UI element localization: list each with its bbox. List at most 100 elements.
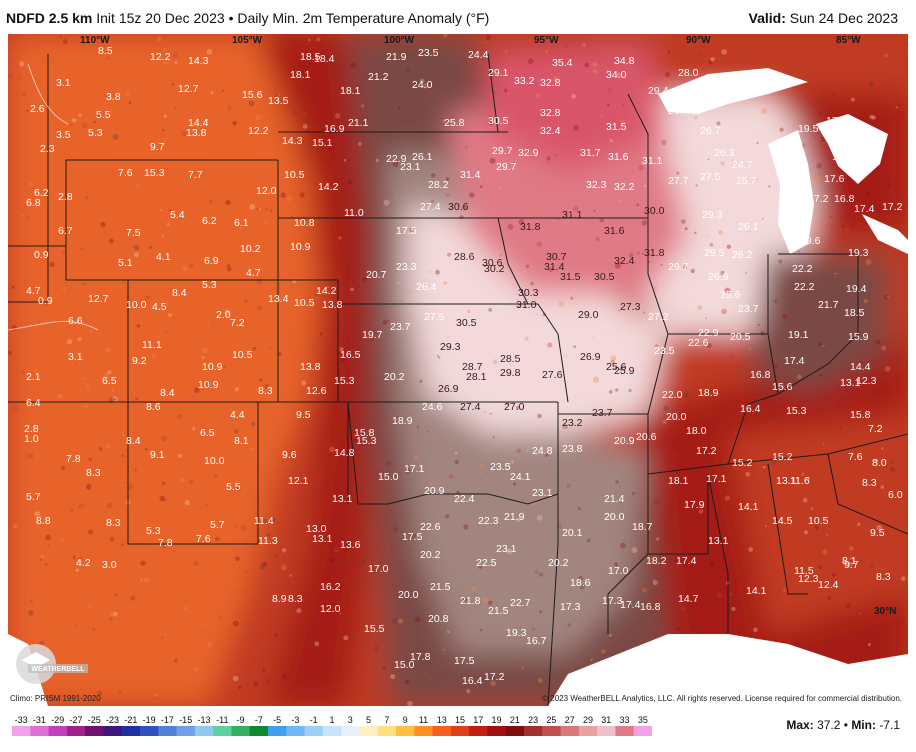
texture-dot (308, 38, 311, 41)
texture-dot (45, 563, 48, 566)
texture-dot (884, 366, 891, 372)
valid-label: Valid: (748, 10, 786, 26)
texture-dot (109, 617, 113, 621)
texture-dot (12, 405, 19, 411)
texture-dot (707, 158, 710, 161)
texture-dot (822, 345, 825, 347)
texture-dot (895, 106, 899, 109)
climo-source: Climo: PRISM 1991-2020 (10, 694, 101, 703)
map-canvas[interactable]: 8.5 12.2 14.3 18.518.4 21.9 23.5 24.435.4 34.82… (8, 34, 908, 706)
texture-dot (172, 52, 179, 59)
texture-dot (77, 502, 82, 507)
texture-dot (431, 199, 435, 203)
anomaly-value-label: 13.8 (322, 299, 343, 311)
anomaly-value-label: 20.0 (398, 589, 419, 601)
texture-dot (8, 350, 12, 355)
texture-dot (573, 345, 577, 349)
anomaly-value-label: 6.1 (234, 217, 249, 229)
texture-dot (112, 134, 119, 141)
texture-dot (482, 597, 488, 604)
texture-dot (673, 557, 679, 563)
readout-separator: • (843, 718, 848, 732)
texture-dot (682, 265, 687, 270)
anomaly-value-label: 6.8 (26, 197, 41, 209)
texture-dot (247, 621, 253, 628)
anomaly-value-label: 15.1 (312, 137, 333, 149)
anomaly-value-label: 22.0 (662, 389, 683, 401)
anomaly-value-label: 17.4 (676, 555, 697, 567)
texture-dot (637, 251, 641, 255)
anomaly-value-label: 5.7 (26, 491, 41, 503)
texture-dot (21, 213, 25, 217)
anomaly-value-label: 23.1 (400, 161, 421, 173)
texture-dot (256, 208, 259, 211)
texture-dot (274, 555, 278, 558)
texture-dot (86, 385, 90, 389)
colorbar-tick-label: 13 (437, 715, 447, 725)
colorbar-tick-label: -25 (88, 715, 101, 725)
texture-dot (749, 376, 752, 379)
anomaly-value-label: 13.1 (840, 377, 861, 389)
texture-dot (490, 680, 496, 687)
colorbar-tick-label: -17 (161, 715, 174, 725)
texture-dot (599, 217, 605, 223)
color-swatch (140, 726, 159, 736)
texture-dot (886, 295, 890, 299)
texture-dot (264, 584, 270, 589)
texture-dot (259, 563, 266, 570)
texture-dot (512, 482, 517, 486)
texture-dot (615, 388, 619, 392)
anomaly-value-label: 5.5 (96, 109, 111, 121)
texture-dot (409, 375, 415, 380)
texture-dot (778, 259, 783, 264)
texture-dot (357, 614, 360, 618)
texture-dot (403, 52, 410, 58)
texture-dot (445, 177, 450, 181)
texture-dot (8, 73, 14, 78)
texture-dot (409, 628, 412, 631)
texture-dot (442, 34, 448, 38)
texture-dot (404, 467, 411, 474)
temperature-anomaly-map[interactable]: 8.5 12.2 14.3 18.5 18.4 21.9 23.5 24.4 35.4 34.8 2… (8, 34, 908, 706)
texture-dot (89, 330, 93, 334)
anomaly-value-label: 24.6 (422, 401, 443, 413)
anomaly-value-label: 25.6 (720, 289, 741, 301)
texture-dot (121, 484, 124, 487)
anomaly-value-label: 11.5 (794, 565, 814, 577)
texture-dot (253, 681, 259, 687)
max-value: 37.2 (817, 718, 841, 732)
colorbar-tick-label: -15 (179, 715, 192, 725)
texture-dot (382, 319, 388, 325)
texture-dot (779, 127, 784, 132)
anomaly-value-label: 10.0 (204, 455, 225, 467)
anomaly-value-label: 16.8 (834, 193, 855, 205)
texture-dot (249, 203, 256, 210)
texture-dot (844, 229, 850, 235)
texture-dot (829, 224, 835, 230)
anomaly-value-label: 3.1 (56, 77, 71, 89)
anomaly-value-label: 6.2 (34, 187, 49, 199)
texture-dot (608, 634, 612, 638)
texture-dot (718, 230, 723, 235)
texture-dot (831, 572, 836, 577)
lon-label: 110°W (80, 35, 110, 46)
texture-dot (382, 666, 387, 671)
color-swatch (322, 726, 342, 736)
anomaly-value-label: 17.6 (824, 173, 845, 185)
texture-dot (301, 111, 307, 116)
texture-dot (849, 557, 852, 560)
anomaly-value-label: 10.5 (808, 515, 829, 527)
min-value: -7.1 (879, 718, 900, 732)
texture-dot (26, 109, 29, 113)
anomaly-value-label: 22.9 (386, 153, 407, 165)
anomaly-value-label: 14.4 (850, 361, 871, 373)
anomaly-value-label: 2.6 (30, 103, 45, 115)
anomaly-value-label: 25.6 (606, 361, 627, 373)
great-lakes (658, 68, 908, 254)
texture-dot (328, 446, 335, 453)
anomaly-value-label: 12.6 (306, 385, 327, 397)
texture-dot (201, 629, 204, 632)
anomaly-value-label: 17.9 (684, 499, 705, 511)
anomaly-value-label: 12.2 (248, 125, 269, 137)
anomaly-value-label: 14.2 (318, 181, 339, 193)
